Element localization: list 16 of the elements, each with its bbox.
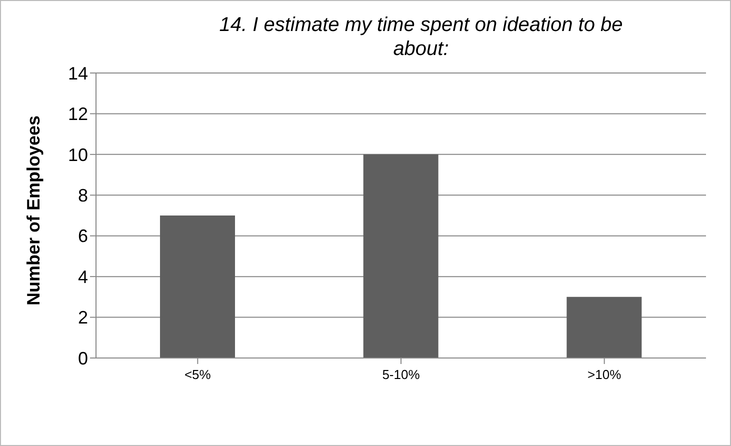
x-tick-label: <5% xyxy=(184,367,212,382)
y-tick-label: 4 xyxy=(78,266,88,287)
y-tick-label: 2 xyxy=(78,308,88,328)
y-tick-label: 12 xyxy=(68,104,88,124)
x-tick-label: >10% xyxy=(588,367,622,382)
y-tick-label: 14 xyxy=(68,63,88,84)
x-tick-label: 5-10% xyxy=(382,367,420,382)
bar xyxy=(566,296,642,358)
y-tick-label: 10 xyxy=(68,144,88,165)
y-tick-label: 8 xyxy=(78,186,88,206)
y-axis-title: Number of Employees xyxy=(23,115,44,306)
bar xyxy=(363,154,438,358)
bar xyxy=(160,216,235,358)
chart-title: 14. I estimate my time spent on ideation to be about: xyxy=(218,13,624,61)
y-tick-label: 6 xyxy=(78,226,88,246)
y-tick-label: 0 xyxy=(78,348,88,368)
